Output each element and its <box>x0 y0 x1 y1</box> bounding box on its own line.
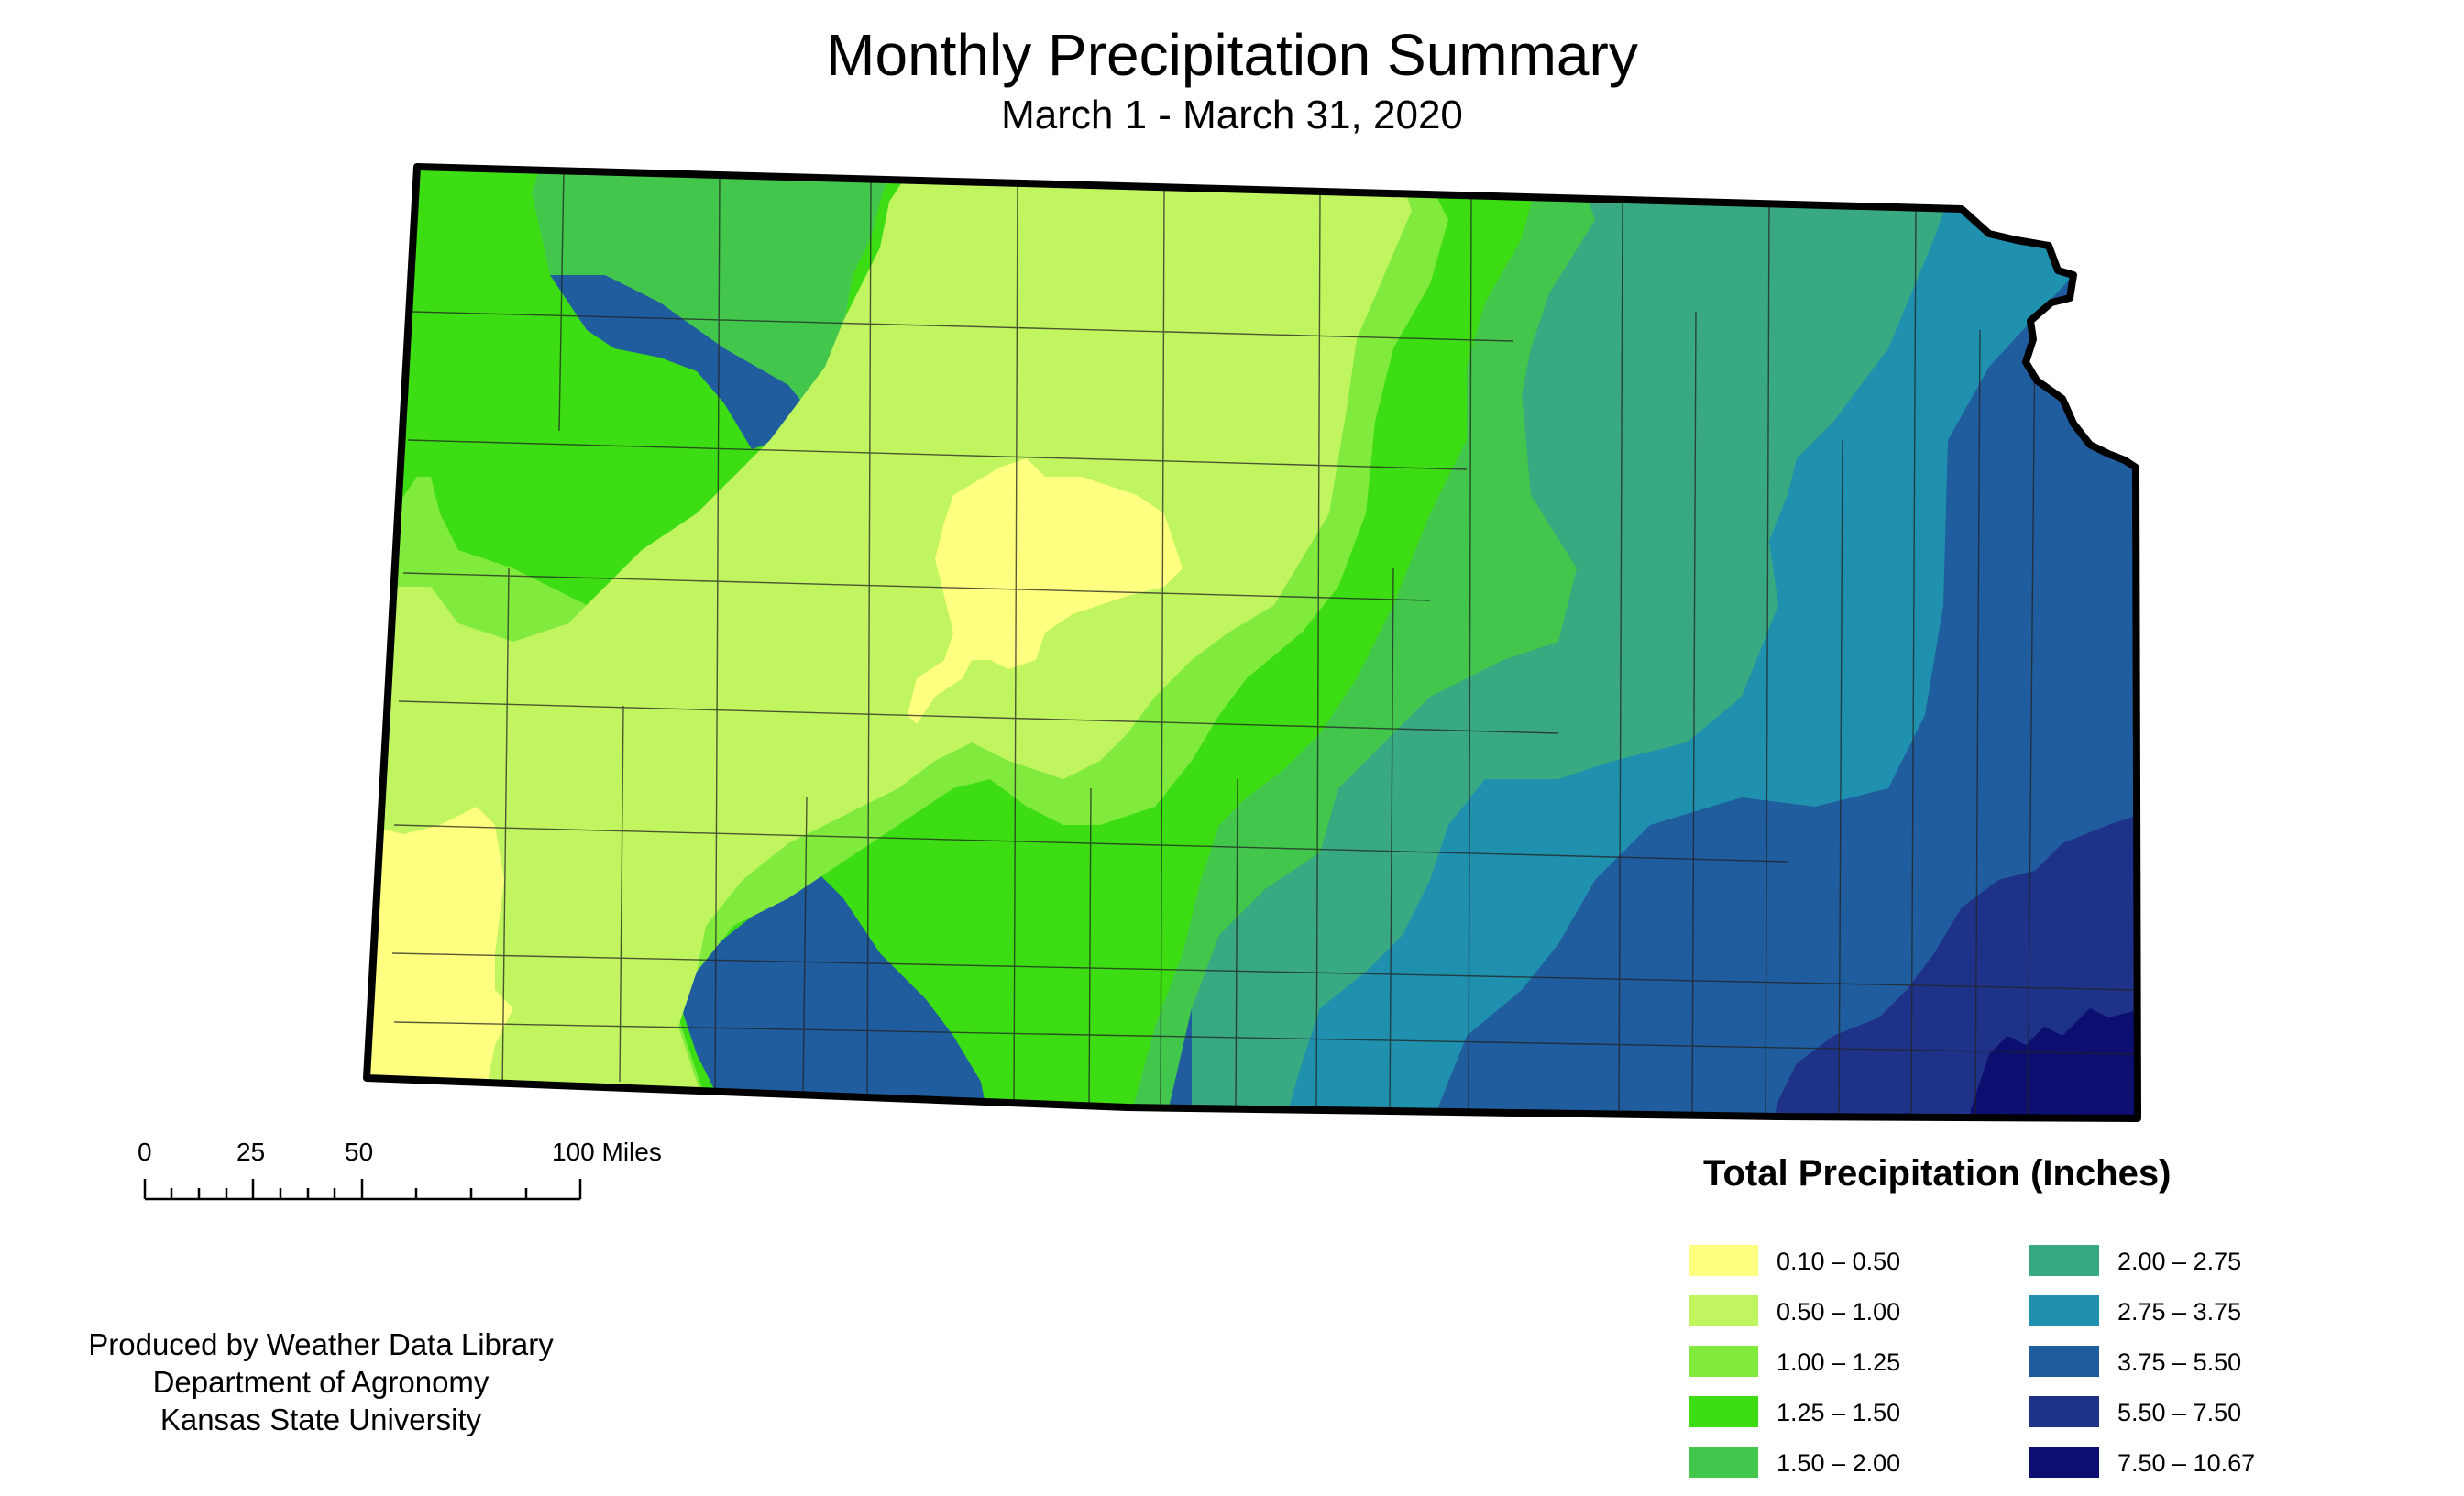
zone-0.10-0.50-central <box>908 458 1182 724</box>
zone-0.10-0.50-southwest <box>367 807 513 1118</box>
legend-item: 3.75 – 5.50 <box>2030 1344 2341 1380</box>
legend-item: 0.10 – 0.50 <box>1688 1243 2000 1280</box>
legend-swatch <box>2030 1446 2099 1478</box>
legend-label: 0.50 – 1.00 <box>1776 1298 1901 1326</box>
legend-swatch <box>1688 1446 1758 1478</box>
legend-item: 1.50 – 2.00 <box>1688 1445 2000 1481</box>
legend-label: 0.10 – 0.50 <box>1776 1248 1901 1275</box>
legend-swatch <box>1688 1245 1758 1276</box>
legend-label: 1.25 – 1.50 <box>1776 1399 1901 1426</box>
county-boundaries <box>391 169 2137 1118</box>
legend-label: 7.50 – 10.67 <box>2118 1449 2256 1477</box>
credits-line-3: Kansas State University <box>160 1402 482 1436</box>
legend-swatch <box>2030 1396 2099 1427</box>
credits-line-1: Produced by Weather Data Library <box>88 1327 554 1361</box>
legend-swatch <box>1688 1295 1758 1326</box>
legend-swatch <box>2030 1346 2099 1377</box>
legend: 0.10 – 0.50 0.50 – 1.00 1.00 – 1.25 1.25… <box>1688 1243 2348 1490</box>
legend-item: 7.50 – 10.67 <box>2030 1445 2341 1481</box>
legend-title: Total Precipitation (Inches) <box>1703 1153 2172 1194</box>
scale-label-0: 0 <box>138 1138 152 1166</box>
legend-swatch <box>1688 1396 1758 1427</box>
legend-item: 0.50 – 1.00 <box>1688 1293 2000 1330</box>
credits-line-2: Department of Agronomy <box>152 1365 490 1399</box>
legend-item: 1.25 – 1.50 <box>1688 1394 2000 1431</box>
legend-label: 1.50 – 2.00 <box>1776 1449 1901 1477</box>
legend-swatch <box>2030 1245 2099 1276</box>
legend-swatch <box>1688 1346 1758 1377</box>
legend-label: 2.75 – 3.75 <box>2118 1298 2242 1326</box>
map-credits: Produced by Weather Data Library Departm… <box>55 1326 587 1438</box>
map-subtitle: March 1 - March 31, 2020 <box>1001 93 1463 138</box>
legend-swatch <box>2030 1295 2099 1326</box>
scale-label-50: 50 <box>345 1138 374 1166</box>
legend-label: 2.00 – 2.75 <box>2118 1248 2242 1275</box>
zone-0.50-1.00 <box>367 167 1412 1118</box>
map-title: Monthly Precipitation Summary <box>826 22 1638 88</box>
scale-label-25: 25 <box>236 1138 266 1166</box>
legend-item: 1.00 – 1.25 <box>1688 1344 2000 1380</box>
legend-item: 2.00 – 2.75 <box>2030 1243 2341 1280</box>
legend-label: 5.50 – 7.50 <box>2118 1399 2242 1426</box>
legend-label: 1.00 – 1.25 <box>1776 1348 1901 1376</box>
scale-label-100-miles: 100 Miles <box>552 1138 662 1166</box>
scale-bar: 0 25 50 100 Miles <box>138 1137 662 1210</box>
legend-item: 5.50 – 7.50 <box>2030 1394 2341 1431</box>
scale-bar-ruler <box>143 1179 582 1201</box>
legend-item: 2.75 – 3.75 <box>2030 1293 2341 1330</box>
kansas-state-border <box>363 163 2141 1122</box>
legend-label: 3.75 – 5.50 <box>2118 1348 2242 1376</box>
